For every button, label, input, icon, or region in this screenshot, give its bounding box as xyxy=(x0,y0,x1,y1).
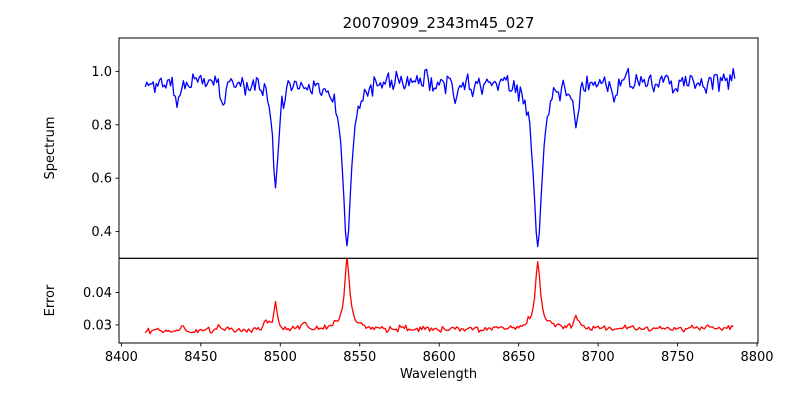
spectrum-axes-frame xyxy=(118,37,759,259)
y-tick-label: 0.6 xyxy=(91,172,112,187)
x-tick-label: 8700 xyxy=(582,350,615,365)
chart-title: 20070909_2343m45_027 xyxy=(343,14,535,33)
y-tick-label: 0.4 xyxy=(91,225,112,240)
x-tick-label: 8600 xyxy=(423,350,456,365)
error-line xyxy=(144,258,734,335)
x-tick-label: 8750 xyxy=(661,350,694,365)
y-tick-label: 1.0 xyxy=(91,65,112,80)
x-tick-label: 8500 xyxy=(264,350,297,365)
x-tick-label: 8450 xyxy=(184,350,217,365)
y-axis-label-error: Error xyxy=(43,284,58,316)
y-tick-label: 0.03 xyxy=(83,318,112,333)
x-axis-label: Wavelength xyxy=(400,367,477,382)
axes-layer: 0.4 0.6 0.8 1.0 0.03 0.04 8400 8450 8500 8550 8600… xyxy=(83,37,774,365)
y-tick-label: 0.8 xyxy=(91,118,112,133)
x-tick-label: 8800 xyxy=(740,350,773,365)
spectrum-line xyxy=(144,67,736,248)
y-tick-label: 0.04 xyxy=(83,286,112,301)
x-tick-label: 8650 xyxy=(502,350,535,365)
x-tick-label: 8400 xyxy=(105,350,138,365)
x-tick-label: 8550 xyxy=(343,350,376,365)
error-axes-frame xyxy=(118,257,759,344)
y-axis-label-spectrum: Spectrum xyxy=(43,117,58,180)
